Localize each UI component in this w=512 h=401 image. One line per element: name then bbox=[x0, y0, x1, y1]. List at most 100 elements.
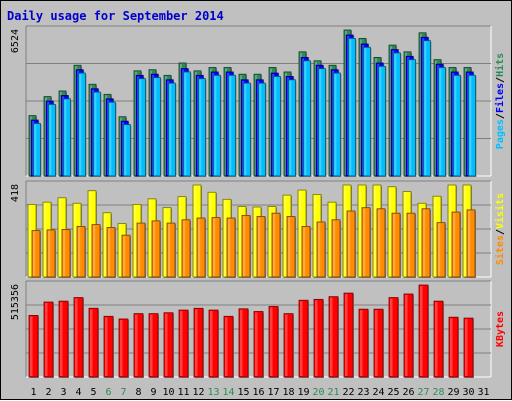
x-tick-label-day-1: 1 bbox=[30, 387, 36, 398]
bar-sites-day-2-highlight bbox=[48, 230, 51, 276]
bar-pages-day-1-highlight bbox=[34, 124, 37, 175]
bar-sites-day-23-highlight bbox=[363, 208, 366, 276]
bar-kbytes-day-24-highlight bbox=[375, 310, 378, 376]
x-tick-label-day-10: 10 bbox=[162, 387, 174, 398]
bar-kbytes-day-26 bbox=[403, 293, 414, 378]
bar-pages-day-10 bbox=[167, 82, 176, 177]
bar-kbytes-day-3-highlight bbox=[60, 302, 63, 376]
bar-kbytes-day-12-highlight bbox=[195, 309, 198, 376]
bar-sites-day-24-highlight bbox=[378, 209, 381, 276]
bar-visits-day-22-highlight bbox=[344, 186, 347, 276]
bar-pages-day-22 bbox=[347, 37, 356, 177]
bar-kbytes-day-5-highlight bbox=[90, 309, 93, 376]
bar-sites-day-10-highlight bbox=[168, 224, 171, 276]
bar-pages-day-28 bbox=[437, 67, 446, 177]
legend-visits-sites: Sites/Visits bbox=[494, 193, 506, 265]
bar-pages-day-14 bbox=[227, 74, 236, 177]
x-tick-label-day-14: 14 bbox=[222, 387, 234, 398]
bar-sites-day-6 bbox=[106, 227, 116, 278]
bar-sites-day-4-highlight bbox=[78, 227, 81, 276]
x-tick-label-day-16: 16 bbox=[252, 387, 264, 398]
x-tick-label-day-13: 13 bbox=[207, 387, 219, 398]
bar-sites-day-13 bbox=[211, 217, 221, 278]
bar-sites-day-23 bbox=[361, 207, 371, 278]
bar-sites-day-10 bbox=[166, 222, 176, 278]
bar-sites-day-24 bbox=[376, 208, 386, 278]
x-tick-label-day-30: 30 bbox=[462, 387, 474, 398]
x-tick-label-day-5: 5 bbox=[90, 387, 96, 398]
bar-pages-day-4-highlight bbox=[79, 74, 82, 175]
bar-kbytes-day-25-highlight bbox=[390, 298, 393, 376]
bar-visits-day-10-highlight bbox=[164, 208, 167, 276]
bar-kbytes-day-17 bbox=[268, 306, 279, 378]
bar-kbytes-day-20 bbox=[313, 298, 324, 378]
bar-kbytes-day-9-highlight bbox=[150, 314, 153, 376]
bar-pages-day-9 bbox=[152, 77, 161, 177]
bar-visits-day-18-highlight bbox=[284, 196, 287, 276]
bar-pages-day-2 bbox=[48, 103, 56, 177]
legend-item-files: Files bbox=[494, 83, 506, 113]
bar-kbytes-day-26-highlight bbox=[405, 294, 408, 376]
bar-kbytes-day-15-highlight bbox=[240, 309, 243, 376]
bar-sites-day-17-highlight bbox=[273, 214, 276, 276]
x-tick-label-day-12: 12 bbox=[192, 387, 204, 398]
bar-pages-day-12-highlight bbox=[199, 79, 202, 175]
max-value-label-hits-files-pages: 6524 bbox=[10, 29, 21, 53]
bar-pages-day-21 bbox=[332, 72, 341, 177]
bar-visits-day-28-highlight bbox=[434, 197, 437, 276]
bar-sites-day-15 bbox=[241, 214, 251, 278]
bar-kbytes-day-22-highlight bbox=[345, 294, 348, 376]
bar-visits-day-13-highlight bbox=[209, 193, 212, 276]
bar-pages-day-9-highlight bbox=[154, 78, 157, 175]
bar-kbytes-day-8-highlight bbox=[135, 314, 138, 376]
bar-sites-day-26 bbox=[406, 212, 416, 278]
bar-sites-day-8 bbox=[136, 222, 146, 278]
bar-sites-day-19 bbox=[301, 225, 311, 278]
bar-visits-day-17-highlight bbox=[269, 207, 272, 276]
bar-kbytes-day-18 bbox=[283, 313, 294, 378]
text-layer: Daily usage for September 2014 6524Pages… bbox=[7, 9, 506, 398]
x-tick-label-day-24: 24 bbox=[372, 387, 384, 398]
bar-kbytes-day-8 bbox=[133, 313, 144, 378]
bar-pages-day-5 bbox=[93, 91, 101, 177]
bar-visits-day-4-highlight bbox=[74, 204, 77, 276]
bar-sites-day-3-highlight bbox=[63, 230, 66, 276]
bar-kbytes-day-16-highlight bbox=[255, 312, 258, 376]
bar-kbytes-day-17-highlight bbox=[270, 307, 273, 376]
bar-visits-day-3-highlight bbox=[59, 198, 62, 276]
bar-pages-day-8 bbox=[137, 78, 146, 177]
x-tick-label-day-7: 7 bbox=[120, 387, 126, 398]
bar-kbytes-day-28-highlight bbox=[435, 302, 438, 376]
bar-sites-day-12-highlight bbox=[198, 219, 201, 276]
bar-kbytes-day-14-highlight bbox=[225, 317, 228, 376]
bar-sites-day-5 bbox=[91, 224, 101, 278]
bar-kbytes-day-10-highlight bbox=[165, 313, 168, 376]
bar-pages-day-27 bbox=[422, 40, 431, 177]
bar-visits-day-30-highlight bbox=[464, 186, 467, 276]
bar-pages-day-27-highlight bbox=[424, 41, 427, 175]
x-tick-label-day-3: 3 bbox=[60, 387, 66, 398]
bar-pages-day-6-highlight bbox=[109, 103, 112, 175]
bar-sites-day-28 bbox=[436, 222, 446, 278]
bar-sites-day-25-highlight bbox=[393, 214, 396, 276]
x-tick-label-day-8: 8 bbox=[135, 387, 141, 398]
legend-item-kbytes: KBytes bbox=[495, 311, 506, 347]
bar-sites-day-21 bbox=[331, 219, 341, 278]
bar-pages-day-18 bbox=[287, 79, 296, 177]
bar-kbytes-day-30-highlight bbox=[465, 319, 468, 376]
bar-kbytes-day-29 bbox=[448, 316, 459, 378]
x-tick-label-day-6: 6 bbox=[105, 387, 111, 398]
bar-kbytes-day-19-highlight bbox=[300, 301, 303, 376]
bar-kbytes-day-5 bbox=[88, 307, 99, 378]
x-tick-label-day-31: 31 bbox=[477, 387, 489, 398]
chart-title: Daily usage for September 2014 bbox=[7, 9, 224, 23]
x-tick-label-day-26: 26 bbox=[402, 387, 414, 398]
bar-kbytes-day-30 bbox=[463, 317, 474, 378]
bar-sites-day-20-highlight bbox=[318, 222, 321, 276]
bar-kbytes-day-1-highlight bbox=[30, 316, 33, 376]
bar-sites-day-29 bbox=[451, 211, 461, 278]
bar-pages-day-3 bbox=[63, 98, 71, 177]
bar-kbytes-day-6-highlight bbox=[105, 317, 108, 376]
bar-pages-day-29 bbox=[452, 74, 461, 177]
